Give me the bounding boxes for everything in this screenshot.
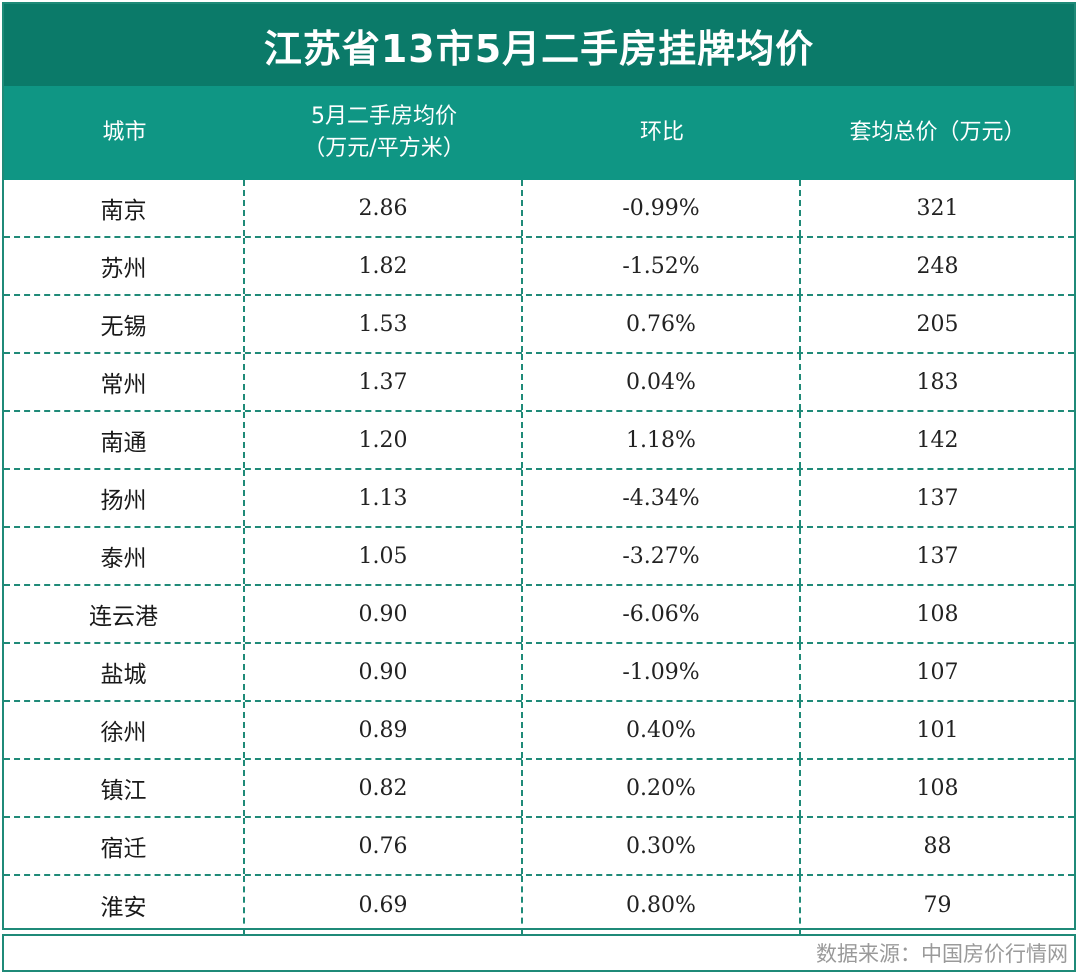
cell-city: 扬州 <box>4 470 245 526</box>
cell-total-price: 248 <box>916 253 959 279</box>
cell-avg-price: 1.05 <box>245 528 523 584</box>
table-header: 城市 5月二手房均价 （万元/平方米） 环比 套均总价（万元） <box>4 86 1074 180</box>
cell-avg-price: 1.13 <box>245 470 523 526</box>
cell-mom: -1.09% <box>523 644 801 700</box>
cell-mom: -6.06% <box>523 586 801 642</box>
cell-total-price: 79 <box>923 892 952 918</box>
cell-total-price: 321 <box>916 195 959 221</box>
cell-avg-price: 0.89 <box>245 702 523 758</box>
cell-avg-price: 0.82 <box>245 760 523 816</box>
cell-total-price: 205 <box>916 311 959 337</box>
cell-mom: 1.18% <box>523 412 801 468</box>
cell-total-price: 142 <box>916 427 959 453</box>
table-row: 淮安 0.69 0.80% 79 <box>4 876 1074 934</box>
cell-avg-price: 0.90 <box>245 644 523 700</box>
table-row: 连云港 0.90 -6.06% 108 <box>4 586 1074 644</box>
cell-avg-price: 1.37 <box>245 354 523 410</box>
table-row: 南京 2.86 -0.99% 321 <box>4 180 1074 238</box>
header-avg-price-line2: （万元/平方米） <box>303 136 465 161</box>
table-row: 无锡 1.53 0.76% 205 <box>4 296 1074 354</box>
cell-city: 苏州 <box>4 238 245 294</box>
cell-mom: 0.04% <box>523 354 801 410</box>
cell-mom: -0.99% <box>523 180 801 236</box>
header-total-price: 套均总价（万元） <box>849 120 1026 145</box>
table-row: 南通 1.20 1.18% 142 <box>4 412 1074 470</box>
cell-mom: 0.76% <box>523 296 801 352</box>
cell-mom: 0.40% <box>523 702 801 758</box>
header-mom: 环比 <box>639 120 684 145</box>
table-body: 南京 2.86 -0.99% 321 苏州 1.82 -1.52% 248 无锡 1.53 0.76… <box>4 180 1074 934</box>
header-avg-price: 5月二手房均价 （万元/平方米） <box>245 86 523 180</box>
cell-avg-price: 0.76 <box>245 818 523 874</box>
cell-mom: 0.80% <box>523 876 801 934</box>
cell-avg-price: 2.86 <box>245 180 523 236</box>
table-title: 江苏省13市5月二手房挂牌均价 <box>4 4 1074 86</box>
cell-total-price: 137 <box>916 485 959 511</box>
cell-city: 淮安 <box>4 876 245 934</box>
cell-total-price: 108 <box>916 775 959 801</box>
cell-avg-price: 1.53 <box>245 296 523 352</box>
table-frame <box>2 2 1076 930</box>
data-source: 数据来源：中国房价行情网 <box>2 934 1076 972</box>
cell-avg-price: 0.69 <box>245 876 523 934</box>
table-row: 苏州 1.82 -1.52% 248 <box>4 238 1074 296</box>
cell-city: 泰州 <box>4 528 245 584</box>
header-city: 城市 <box>102 120 147 145</box>
cell-avg-price: 1.20 <box>245 412 523 468</box>
cell-city: 常州 <box>4 354 245 410</box>
cell-city: 无锡 <box>4 296 245 352</box>
table-row: 常州 1.37 0.04% 183 <box>4 354 1074 412</box>
table-row: 扬州 1.13 -4.34% 137 <box>4 470 1074 528</box>
cell-mom: -4.34% <box>523 470 801 526</box>
cell-total-price: 101 <box>916 717 959 743</box>
cell-city: 盐城 <box>4 644 245 700</box>
cell-total-price: 108 <box>916 601 959 627</box>
cell-mom: -1.52% <box>523 238 801 294</box>
cell-city: 连云港 <box>4 586 245 642</box>
cell-city: 镇江 <box>4 760 245 816</box>
cell-total-price: 88 <box>923 833 952 859</box>
cell-avg-price: 1.82 <box>245 238 523 294</box>
table-row: 泰州 1.05 -3.27% 137 <box>4 528 1074 586</box>
table-row: 盐城 0.90 -1.09% 107 <box>4 644 1074 702</box>
cell-total-price: 137 <box>916 543 959 569</box>
cell-total-price: 107 <box>916 659 959 685</box>
table-row: 徐州 0.89 0.40% 101 <box>4 702 1074 760</box>
cell-city: 南通 <box>4 412 245 468</box>
cell-mom: -3.27% <box>523 528 801 584</box>
cell-city: 宿迁 <box>4 818 245 874</box>
table-row: 宿迁 0.76 0.30% 88 <box>4 818 1074 876</box>
cell-avg-price: 0.90 <box>245 586 523 642</box>
header-avg-price-line1: 5月二手房均价 <box>311 104 457 129</box>
cell-city: 南京 <box>4 180 245 236</box>
cell-mom: 0.30% <box>523 818 801 874</box>
cell-total-price: 183 <box>916 369 959 395</box>
table-row: 镇江 0.82 0.20% 108 <box>4 760 1074 818</box>
cell-mom: 0.20% <box>523 760 801 816</box>
cell-city: 徐州 <box>4 702 245 758</box>
